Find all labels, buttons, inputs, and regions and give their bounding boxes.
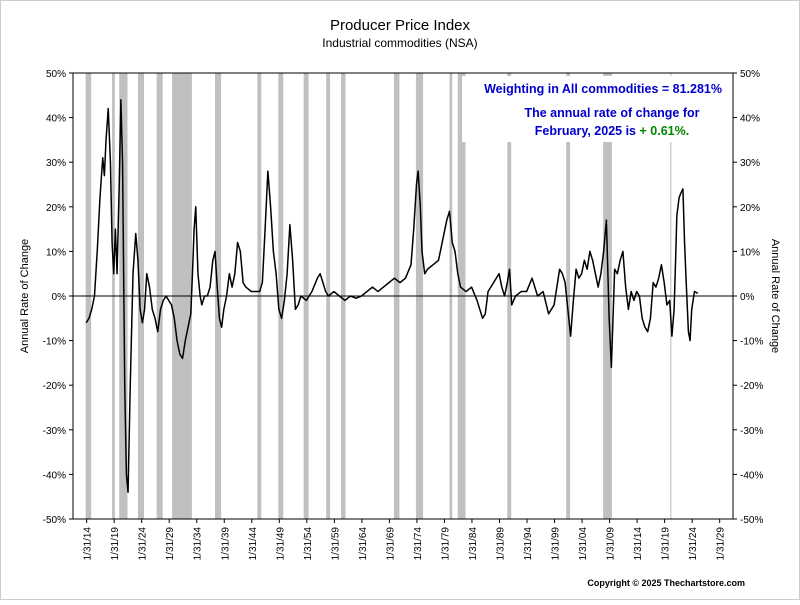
x-tick-label: 1/31/19	[110, 527, 121, 561]
x-tick-label: 1/31/24	[138, 527, 149, 561]
chart-subtitle: Industrial commodities (NSA)	[322, 36, 477, 50]
annotation-box	[462, 76, 730, 142]
x-tick-label: 1/31/29	[716, 527, 727, 561]
annotation: Weighting in All commodities = 81.281%	[484, 82, 722, 96]
x-tick-label: 1/31/19	[661, 527, 672, 561]
y-tick-label: -40%	[43, 470, 66, 481]
x-tick-label: 1/31/44	[248, 527, 259, 561]
x-tick-label: 1/31/59	[330, 527, 341, 561]
x-tick-label: 1/31/14	[83, 527, 94, 561]
y-tick-label: 30%	[46, 158, 66, 169]
y-tick-label: -20%	[43, 381, 66, 392]
y2-tick-label: -20%	[740, 381, 763, 392]
x-tick-label: 1/31/94	[523, 527, 534, 561]
x-tick-label: 1/31/54	[303, 527, 314, 561]
y2-tick-label: 40%	[740, 114, 760, 125]
y2-tick-label: 0%	[740, 292, 755, 303]
x-tick-label: 1/31/84	[468, 527, 479, 561]
x-tick-label: 1/31/04	[578, 527, 589, 561]
y2-axis-title: Annual Rate of Change	[769, 239, 781, 353]
y-tick-label: 0%	[52, 292, 67, 303]
x-tick-label: 1/31/89	[495, 527, 506, 561]
y-tick-label: -50%	[43, 515, 66, 526]
x-tick-label: 1/31/34	[193, 527, 204, 561]
x-tick-label: 1/31/29	[165, 527, 176, 561]
y2-tick-label: -10%	[740, 337, 763, 348]
x-tick-label: 1/31/69	[385, 527, 396, 561]
y-tick-label: 40%	[46, 114, 66, 125]
x-tick-label: 1/31/24	[688, 527, 699, 561]
y2-tick-label: -50%	[740, 515, 763, 526]
y-tick-label: -30%	[43, 426, 66, 437]
y-tick-label: 20%	[46, 203, 66, 214]
annotation: The annual rate of change for	[524, 106, 699, 120]
y2-tick-label: 10%	[740, 247, 760, 258]
copyright: Copyright © 2025 Thechartstore.com	[587, 578, 745, 588]
x-tick-label: 1/31/14	[633, 527, 644, 561]
data-line	[85, 99, 699, 493]
y-tick-label: 50%	[46, 69, 66, 80]
x-tick-label: 1/31/64	[358, 527, 369, 561]
y-tick-label: 10%	[46, 247, 66, 258]
y2-tick-label: -40%	[740, 470, 763, 481]
annotation: February, 2025 is + 0.61%.	[535, 124, 689, 138]
x-tick-label: 1/31/39	[220, 527, 231, 561]
chart-title: Producer Price Index	[330, 17, 471, 34]
x-tick-label: 1/31/49	[275, 527, 286, 561]
plot-border	[72, 72, 734, 520]
annotation-part: February, 2025 is	[535, 124, 636, 138]
annotation-value: + 0.61%.	[640, 124, 690, 138]
y-axis-title: Annual Rate of Change	[19, 239, 31, 353]
x-tick-label: 1/31/74	[413, 527, 424, 561]
y2-tick-label: -30%	[740, 426, 763, 437]
y2-tick-label: 30%	[740, 158, 760, 169]
x-tick-label: 1/31/99	[551, 527, 562, 561]
x-tick-label: 1/31/09	[606, 527, 617, 561]
y-tick-label: -10%	[43, 337, 66, 348]
x-tick-label: 1/31/79	[440, 527, 451, 561]
y2-tick-label: 20%	[740, 203, 760, 214]
y2-tick-label: 50%	[740, 69, 760, 80]
